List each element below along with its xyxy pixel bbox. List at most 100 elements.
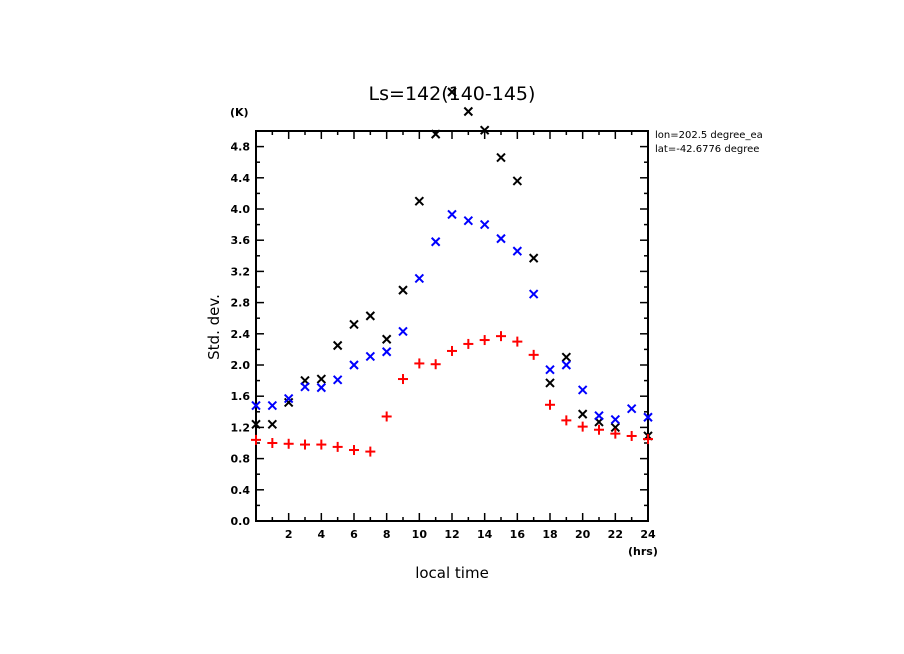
data-point-black (545, 378, 555, 388)
marker-stroke (463, 215, 474, 226)
data-point-blue (267, 400, 278, 411)
data-point-black (267, 419, 278, 429)
marker-stroke (283, 397, 294, 408)
data-point-black (528, 253, 539, 263)
data-point-black (447, 87, 457, 97)
data-point-red (577, 421, 588, 432)
marker-stroke (479, 125, 490, 135)
data-point-blue (316, 382, 327, 393)
marker-stroke (430, 237, 441, 247)
data-point-black (610, 422, 621, 433)
data-point-blue (512, 246, 523, 256)
data-point-red (594, 424, 604, 435)
marker-stroke (545, 378, 555, 388)
marker-stroke (512, 246, 523, 256)
data-point-blue (577, 385, 588, 395)
data-point-blue (626, 403, 637, 414)
marker-stroke (430, 129, 441, 139)
data-point-black (349, 319, 359, 330)
data-point-blue (398, 326, 408, 337)
data-point-black (430, 129, 441, 139)
annotation-lat: lat=-42.6776 degree (655, 144, 759, 155)
data-point-black (414, 196, 425, 206)
marker-stroke (594, 410, 604, 421)
data-point-blue (283, 393, 294, 404)
marker-stroke (349, 319, 359, 330)
data-point-blue (610, 414, 621, 425)
data-point-black (463, 106, 474, 117)
y-tick-label: 4.0 (231, 203, 251, 216)
data-point-black (381, 334, 392, 344)
x-tick-label: 8 (383, 528, 391, 541)
marker-stroke (349, 360, 359, 370)
data-point-red (398, 374, 408, 385)
x-tick-label: 2 (285, 528, 293, 541)
marker-stroke (528, 253, 539, 263)
data-point-black (365, 311, 376, 321)
x-tick-label: 18 (542, 528, 557, 541)
y-tick-label: 3.6 (231, 234, 251, 247)
y-unit-label: (K) (230, 106, 249, 119)
data-point-red (332, 441, 343, 452)
marker-stroke (545, 364, 555, 375)
marker-stroke (267, 400, 278, 411)
data-point-blue (430, 237, 441, 247)
annotation-lon: lon=202.5 degree_ea (655, 130, 763, 141)
data-point-blue (349, 360, 359, 370)
x-tick-label: 10 (412, 528, 428, 541)
data-point-blue (414, 273, 425, 284)
data-point-blue (561, 360, 572, 370)
marker-stroke (267, 419, 278, 429)
data-point-red (381, 411, 392, 422)
marker-stroke (251, 419, 261, 429)
marker-stroke (561, 360, 572, 370)
marker-stroke (414, 196, 425, 206)
marker-stroke (300, 382, 310, 392)
x-tick-label: 12 (444, 528, 459, 541)
y-tick-label: 0.8 (231, 453, 251, 466)
data-point-red (610, 428, 621, 439)
marker-stroke (332, 375, 343, 385)
x-tick-label: 24 (640, 528, 656, 541)
data-point-blue (496, 233, 506, 244)
marker-stroke (496, 233, 506, 244)
y-tick-label: 0.0 (231, 515, 251, 528)
marker-stroke (610, 414, 621, 425)
x-tick-label: 4 (318, 528, 326, 541)
data-point-blue (643, 412, 653, 422)
data-point-red (316, 439, 327, 450)
marker-stroke (316, 382, 327, 393)
data-point-red (561, 415, 572, 426)
data-point-red (267, 438, 278, 448)
data-point-red (349, 445, 359, 456)
data-point-red (251, 434, 261, 445)
y-axis-title: Std. dev. (205, 294, 223, 360)
data-point-blue (300, 382, 310, 392)
data-point-red (300, 439, 310, 450)
marker-stroke (381, 347, 392, 357)
marker-stroke (365, 351, 376, 362)
y-tick-label: 4.8 (231, 141, 251, 154)
marker-stroke (447, 209, 457, 220)
data-point-blue (381, 347, 392, 357)
data-point-red (414, 358, 425, 369)
data-point-blue (447, 209, 457, 220)
data-point-black (512, 176, 523, 186)
data-point-black (479, 125, 490, 135)
marker-stroke (610, 422, 621, 433)
y-tick-label: 2.8 (231, 297, 251, 310)
marker-stroke (381, 334, 392, 344)
marker-stroke (496, 152, 506, 163)
data-point-blue (479, 219, 490, 230)
y-tick-label: 1.2 (231, 421, 251, 434)
x-unit-label: (hrs) (628, 545, 658, 558)
data-point-black (561, 352, 572, 362)
y-tick-label: 4.4 (231, 172, 251, 185)
marker-stroke (528, 289, 539, 299)
marker-stroke (577, 409, 588, 419)
x-axis-title: local time (415, 564, 489, 582)
marker-stroke (398, 285, 408, 295)
data-point-red (545, 399, 555, 410)
data-point-blue (528, 289, 539, 299)
data-point-red (528, 349, 539, 360)
